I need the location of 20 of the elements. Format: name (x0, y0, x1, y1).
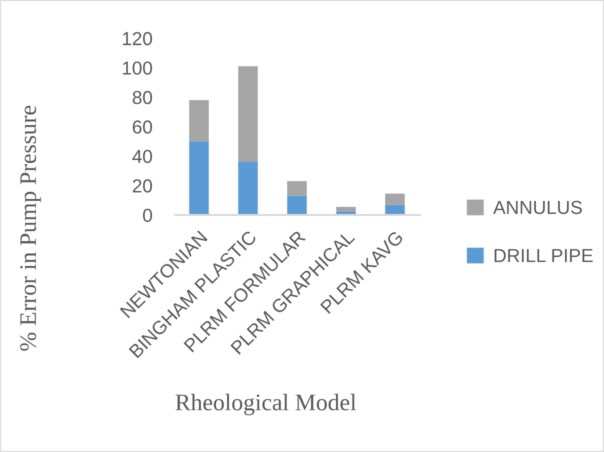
bar (336, 206, 356, 212)
y-tick-label: 100 (122, 61, 152, 75)
y-tick-label: 20 (132, 179, 152, 193)
y-axis-title: % Error in Pump Pressure (20, 106, 41, 351)
bar (189, 141, 209, 216)
bar (385, 204, 405, 216)
y-tick-label: 40 (132, 150, 152, 164)
bar (287, 181, 307, 196)
y-tick-label: 0 (143, 208, 152, 222)
bar (238, 162, 258, 216)
y-tick-label: 120 (122, 32, 152, 46)
x-axis-title: Rheological Model (176, 394, 356, 416)
bar (189, 100, 209, 142)
legend-label: ANNULUS (493, 200, 582, 214)
y-tick-label: 60 (132, 120, 152, 134)
bar (287, 196, 307, 216)
y-tick-label: 80 (132, 90, 152, 104)
bar (385, 194, 405, 205)
bar (238, 66, 258, 162)
legend-label: DRILL PIPE (494, 249, 593, 262)
